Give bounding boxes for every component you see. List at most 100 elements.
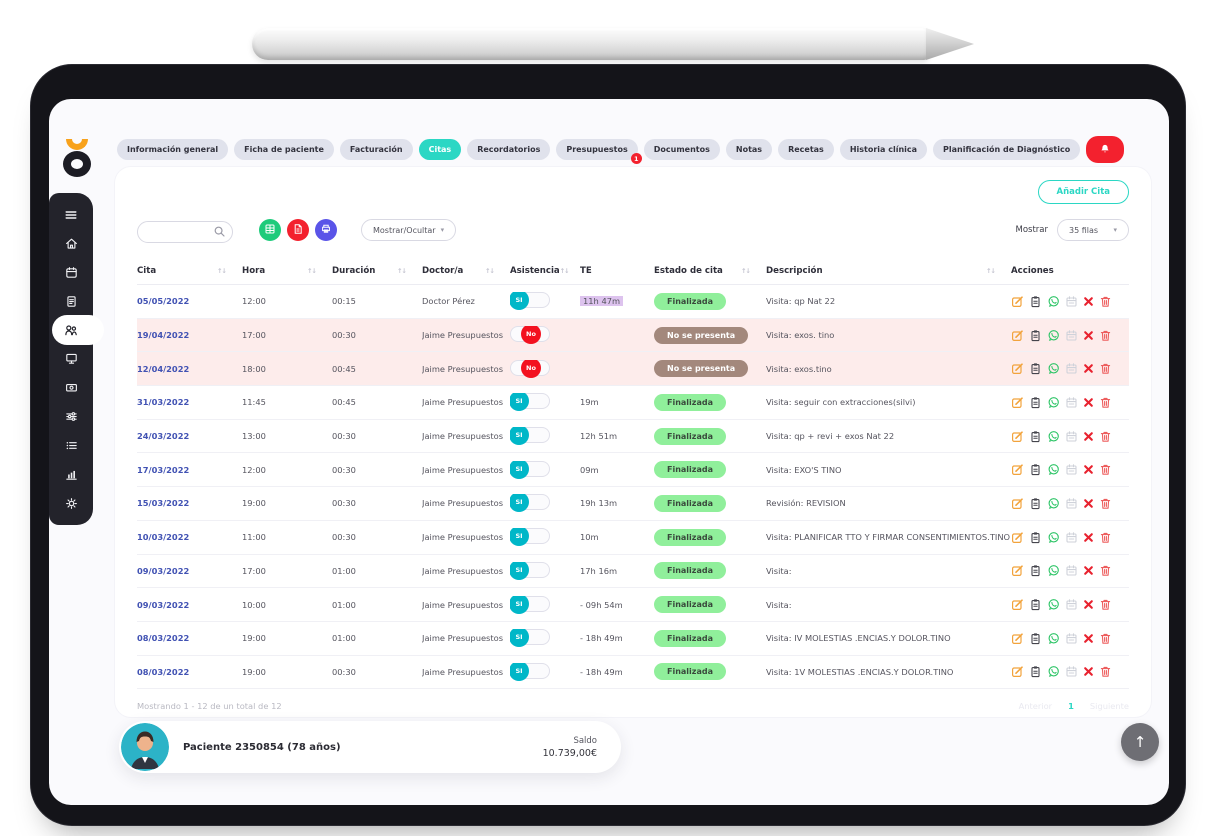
clipboard-icon[interactable] (1029, 531, 1042, 544)
pagination-next[interactable]: Siguiente (1089, 701, 1129, 712)
clipboard-icon[interactable] (1029, 564, 1042, 577)
sort-icon[interactable]: ↑↓ (485, 266, 495, 275)
cita-date-link[interactable]: 12/04/2022 (137, 363, 190, 374)
calendar-small-icon[interactable] (1065, 430, 1078, 443)
column-header-doctor-a[interactable]: Doctor/a ↑↓ (422, 266, 510, 276)
calendar-small-icon[interactable] (1065, 632, 1078, 645)
whatsapp-icon[interactable] (1047, 564, 1060, 577)
tab-planificacion-de-diagnostico[interactable]: Planificación de Diagnóstico (933, 139, 1081, 160)
search-input[interactable] (137, 220, 233, 243)
edit-icon[interactable] (1011, 531, 1024, 544)
asistencia-toggle[interactable]: SI (510, 629, 550, 648)
clipboard-icon[interactable] (1029, 329, 1042, 342)
whatsapp-icon[interactable] (1047, 497, 1060, 510)
sort-icon[interactable]: ↑↓ (397, 266, 407, 275)
trash-icon[interactable] (1099, 362, 1112, 375)
cancel-icon[interactable] (1083, 666, 1094, 677)
cita-date-link[interactable]: 08/03/2022 (137, 633, 190, 644)
calendar-small-icon[interactable] (1065, 329, 1078, 342)
edit-icon[interactable] (1011, 665, 1024, 678)
calendar-small-icon[interactable] (1065, 362, 1078, 375)
tab-documentos[interactable]: Documentos (643, 139, 720, 160)
column-header-hora[interactable]: Hora ↑↓ (242, 266, 332, 276)
cita-date-link[interactable]: 09/03/2022 (137, 599, 190, 610)
asistencia-toggle[interactable]: SI (510, 292, 550, 311)
trash-icon[interactable] (1099, 430, 1112, 443)
trash-icon[interactable] (1099, 665, 1112, 678)
cancel-icon[interactable] (1083, 498, 1094, 509)
clipboard-icon[interactable] (1029, 497, 1042, 510)
alert-tab[interactable] (1086, 136, 1125, 163)
sort-icon[interactable]: ↑↓ (559, 266, 570, 275)
clipboard-icon[interactable] (1029, 362, 1042, 375)
whatsapp-icon[interactable] (1047, 396, 1060, 409)
cancel-icon[interactable] (1083, 330, 1094, 341)
tab-citas[interactable]: Citas (418, 139, 462, 160)
cita-date-link[interactable]: 24/03/2022 (137, 431, 190, 442)
clipboard-icon[interactable] (1029, 396, 1042, 409)
cita-date-link[interactable]: 17/03/2022 (137, 464, 190, 475)
column-header-cita[interactable]: Cita ↑↓ (137, 266, 242, 276)
cancel-icon[interactable] (1083, 565, 1094, 576)
column-header-acciones[interactable]: Acciones (1011, 266, 1129, 276)
sidebar-item-gear[interactable] (49, 490, 93, 516)
tab-recordatorios[interactable]: Recordatorios (467, 139, 551, 160)
trash-icon[interactable] (1099, 396, 1112, 409)
cita-date-link[interactable]: 15/03/2022 (137, 498, 190, 509)
trash-icon[interactable] (1099, 463, 1112, 476)
whatsapp-icon[interactable] (1047, 632, 1060, 645)
trash-icon[interactable] (1099, 564, 1112, 577)
column-header-asistencia[interactable]: Asistencia ↑↓ (510, 266, 580, 276)
sort-icon[interactable]: ↑↓ (741, 266, 751, 275)
show-hide-columns-button[interactable]: Mostrar/Ocultar ▾ (361, 219, 457, 241)
clipboard-icon[interactable] (1029, 463, 1042, 476)
asistencia-toggle[interactable]: No (510, 359, 550, 378)
calendar-small-icon[interactable] (1065, 396, 1078, 409)
calendar-small-icon[interactable] (1065, 564, 1078, 577)
tab-ficha-de-paciente[interactable]: Ficha de paciente (234, 139, 334, 160)
rows-per-page-select[interactable]: 35 filas ▾ (1057, 219, 1129, 241)
column-header-duracion[interactable]: Duración ↑↓ (332, 266, 422, 276)
sidebar-item-calendar[interactable] (49, 259, 93, 285)
asistencia-toggle[interactable]: SI (510, 460, 550, 479)
trash-icon[interactable] (1099, 329, 1112, 342)
whatsapp-icon[interactable] (1047, 362, 1060, 375)
column-header-te[interactable]: TE (580, 266, 654, 276)
calendar-small-icon[interactable] (1065, 497, 1078, 510)
trash-icon[interactable] (1099, 497, 1112, 510)
cancel-icon[interactable] (1083, 599, 1094, 610)
asistencia-toggle[interactable]: SI (510, 393, 550, 412)
whatsapp-icon[interactable] (1047, 329, 1060, 342)
sidebar-item-menu[interactable] (49, 202, 93, 228)
edit-icon[interactable] (1011, 497, 1024, 510)
pagination-page-1[interactable]: 1 (1068, 701, 1074, 712)
tab-notas[interactable]: Notas (725, 139, 773, 160)
cancel-icon[interactable] (1083, 633, 1094, 644)
column-header-descripcion[interactable]: Descripción ↑↓ (766, 266, 1011, 276)
edit-icon[interactable] (1011, 430, 1024, 443)
whatsapp-icon[interactable] (1047, 531, 1060, 544)
whatsapp-icon[interactable] (1047, 430, 1060, 443)
calendar-small-icon[interactable] (1065, 665, 1078, 678)
trash-icon[interactable] (1099, 531, 1112, 544)
calendar-small-icon[interactable] (1065, 463, 1078, 476)
edit-icon[interactable] (1011, 632, 1024, 645)
sidebar-item-payment[interactable] (49, 375, 93, 401)
cancel-icon[interactable] (1083, 296, 1094, 307)
scroll-to-top-button[interactable]: ↑ (1121, 723, 1159, 761)
edit-icon[interactable] (1011, 564, 1024, 577)
edit-icon[interactable] (1011, 362, 1024, 375)
edit-icon[interactable] (1011, 463, 1024, 476)
cita-date-link[interactable]: 10/03/2022 (137, 532, 190, 543)
clipboard-icon[interactable] (1029, 598, 1042, 611)
cancel-icon[interactable] (1083, 532, 1094, 543)
excel-export-button[interactable] (259, 219, 281, 241)
clipboard-icon[interactable] (1029, 295, 1042, 308)
clipboard-icon[interactable] (1029, 632, 1042, 645)
sidebar-item-patients[interactable] (49, 315, 104, 346)
whatsapp-icon[interactable] (1047, 295, 1060, 308)
calendar-small-icon[interactable] (1065, 598, 1078, 611)
sort-icon[interactable]: ↑↓ (986, 266, 996, 275)
column-header-estado-de-cita[interactable]: Estado de cita ↑↓ (654, 266, 766, 276)
asistencia-toggle[interactable]: SI (510, 561, 550, 580)
